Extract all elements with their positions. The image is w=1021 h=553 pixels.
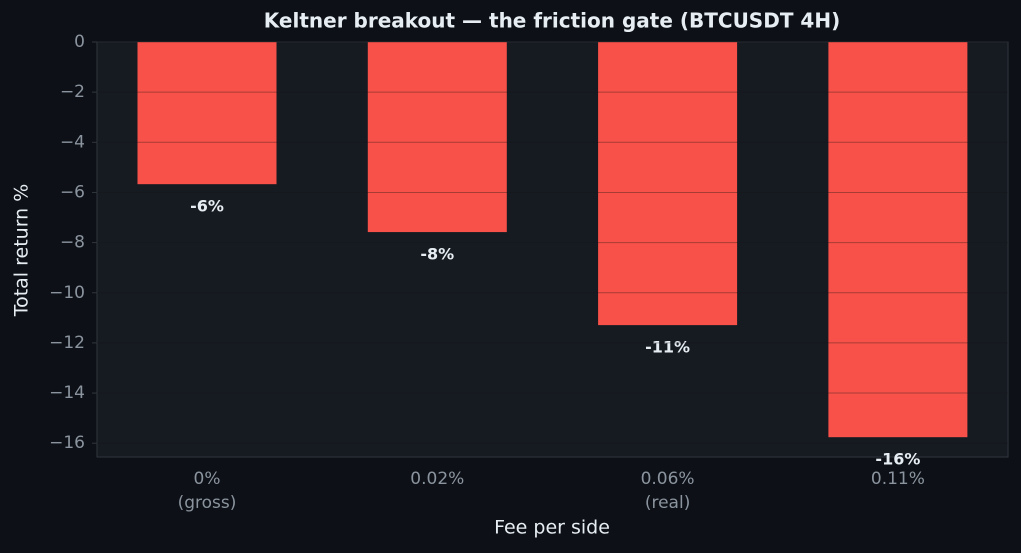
value-label: -8% <box>420 245 454 264</box>
chart-title: Keltner breakout — the friction gate (BT… <box>264 9 840 33</box>
bar <box>367 42 507 233</box>
x-tick-label: 0.11% <box>871 469 925 489</box>
y-axis-label: Total return % <box>11 184 33 318</box>
x-tick-line: 0% <box>194 469 221 489</box>
value-label: -16% <box>875 450 920 469</box>
x-tick-line: 0.02% <box>410 469 464 489</box>
x-tick-label: 0.06% (real) <box>641 469 695 513</box>
x-tick-line: 0.11% <box>871 469 925 489</box>
y-tick-label: −12 <box>49 333 85 353</box>
y-tick-label: −2 <box>60 82 85 102</box>
y-tick-label: −4 <box>60 132 85 152</box>
bar <box>598 42 738 326</box>
value-label: -11% <box>645 338 690 357</box>
x-tick-label: 0% (gross) <box>178 469 237 513</box>
bar <box>137 42 277 185</box>
y-tick-label: −14 <box>49 383 85 403</box>
x-tick-line: 0.06% <box>641 469 695 489</box>
y-tick-label: −16 <box>49 433 85 453</box>
y-tick-label: −8 <box>60 233 85 253</box>
x-tick-line: (real) <box>645 493 690 513</box>
y-tick-label: 0 <box>74 32 85 52</box>
y-tick-label: −6 <box>60 182 85 202</box>
x-tick-line: (gross) <box>178 493 237 513</box>
x-tick-label: 0.02% <box>410 469 464 489</box>
x-axis-label: Fee per side <box>494 517 610 539</box>
value-label: -6% <box>190 197 224 216</box>
bar <box>828 42 968 438</box>
y-tick-label: −10 <box>49 283 85 303</box>
